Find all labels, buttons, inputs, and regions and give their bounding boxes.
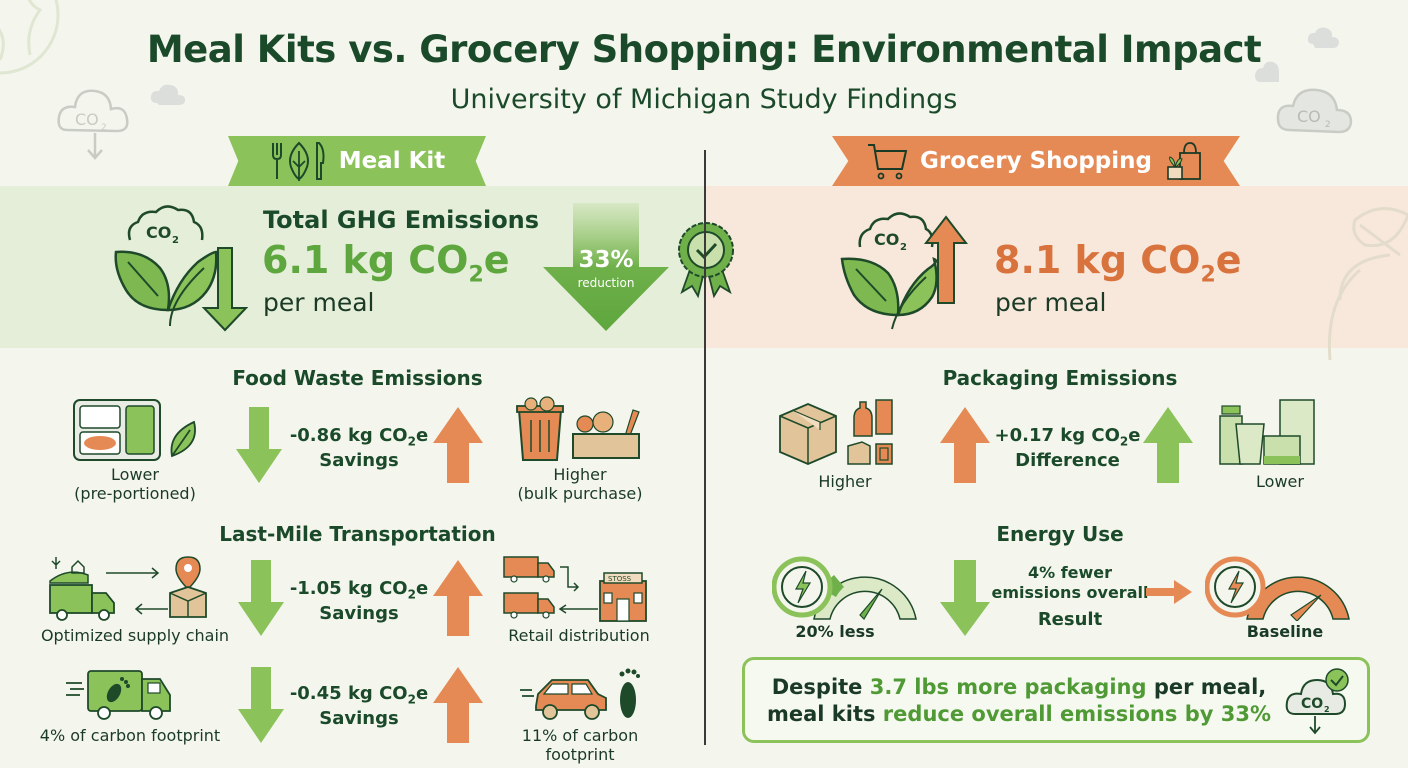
green-down-arrow-icon bbox=[236, 407, 282, 483]
energy-right-caption: Baseline bbox=[1246, 622, 1324, 641]
grocery-hero-band bbox=[704, 186, 1408, 348]
meal-kit-total-title: Total GHG Emissions bbox=[263, 206, 540, 234]
food-waste-left-caption: Lower (bulk purchase) (pre-portioned) bbox=[74, 465, 196, 504]
green-down-arrow-icon bbox=[238, 560, 284, 636]
packaging-metric: +0.17 kg CO2e Difference bbox=[994, 425, 1141, 471]
packaging-right-caption: Lower bbox=[1256, 472, 1304, 491]
reduction-pct: 33% bbox=[578, 247, 634, 273]
meal-kit-total-value: 6.1 kg CO2e bbox=[262, 238, 510, 288]
last-mile-title: Last-Mile Transportation bbox=[219, 522, 496, 546]
packaging-left-caption: Higher bbox=[818, 472, 872, 491]
orange-up-arrow-icon bbox=[433, 667, 483, 743]
last-mile-metric: -1.05 kg CO2e Savings bbox=[289, 578, 429, 624]
svg-text:2: 2 bbox=[1324, 705, 1330, 714]
green-truck-footprint-icon bbox=[66, 670, 171, 720]
page-subtitle: University of Michigan Study Findings bbox=[450, 84, 958, 115]
meal-tray-leaf-icon bbox=[73, 399, 196, 461]
svg-text:STOSS: STOSS bbox=[608, 575, 632, 583]
farm-truck-supply-chain-icon bbox=[49, 556, 207, 621]
food-waste-metric: -0.86 kg CO2e Savings bbox=[289, 425, 429, 471]
food-waste-right-caption: Higher (bulk purchase) bbox=[517, 465, 643, 504]
bin-produce-crate-icon bbox=[516, 396, 640, 461]
last-mile-right-caption: Retail distribution bbox=[508, 626, 650, 645]
grocery-per-meal: per meal bbox=[995, 288, 1107, 317]
svg-text:2: 2 bbox=[1325, 120, 1331, 130]
co2-cloud-check-icon: CO 2 bbox=[1285, 668, 1349, 735]
boxes-packaging-icon bbox=[779, 399, 893, 465]
grocery-total-value: 8.1 kg CO2e bbox=[994, 238, 1242, 288]
packaging-title: Packaging Emissions bbox=[942, 366, 1178, 390]
trucks-retail-store-icon: STOSS bbox=[503, 556, 647, 622]
shopping-cart-icon bbox=[868, 144, 908, 180]
fork-leaf-knife-icon bbox=[271, 141, 325, 181]
orange-up-arrow-icon bbox=[940, 407, 990, 483]
meal-kit-ribbon: Meal Kit bbox=[228, 136, 486, 186]
energy-metric: 4% fewer emissions overall Result bbox=[991, 563, 1149, 630]
green-energy-gauge-icon bbox=[772, 556, 917, 620]
meal-kit-per-meal: per meal bbox=[263, 288, 375, 317]
last-mile-left-caption: Optimized supply chain bbox=[40, 626, 230, 645]
svg-text:2: 2 bbox=[101, 123, 107, 133]
green-up-arrow-icon bbox=[1143, 407, 1193, 483]
column-divider bbox=[704, 150, 706, 745]
summary-callout: Despite 3.7 lbs more packaging per meal,… bbox=[742, 657, 1370, 743]
green-down-arrow-icon bbox=[238, 667, 284, 743]
car-footprint-icon bbox=[520, 668, 640, 720]
orange-up-arrow-icon bbox=[433, 560, 483, 636]
green-down-arrow-icon bbox=[940, 560, 990, 636]
page-title: Meal Kits vs. Grocery Shopping: Environm… bbox=[146, 28, 1262, 71]
energy-title: Energy Use bbox=[996, 522, 1124, 546]
orange-up-arrow-icon bbox=[433, 407, 483, 483]
orange-energy-gauge-icon bbox=[1205, 556, 1350, 621]
energy-left-caption: 20% less bbox=[795, 622, 875, 641]
food-waste-title: Food Waste Emissions bbox=[232, 366, 483, 390]
reduction-label: reduction bbox=[577, 276, 635, 290]
footprint-metric: -0.45 kg CO2e Savings bbox=[289, 683, 429, 729]
meal-kit-ribbon-label: Meal Kit bbox=[338, 148, 446, 174]
green-containers-icon bbox=[1219, 399, 1315, 465]
summary-callout-text: Despite 3.7 lbs more packaging per meal,… bbox=[766, 675, 1271, 727]
orange-right-arrow-icon bbox=[1146, 580, 1192, 604]
footprint-right-caption: 11% of carbon footprint bbox=[521, 726, 639, 765]
svg-text:CO: CO bbox=[1301, 696, 1323, 712]
grocery-ribbon: Grocery Shopping bbox=[832, 136, 1240, 186]
shopping-bag-plant-icon bbox=[1167, 142, 1201, 180]
footprint-left-caption: 4% of carbon footprint bbox=[39, 726, 221, 745]
grocery-ribbon-label: Grocery Shopping bbox=[920, 148, 1152, 174]
